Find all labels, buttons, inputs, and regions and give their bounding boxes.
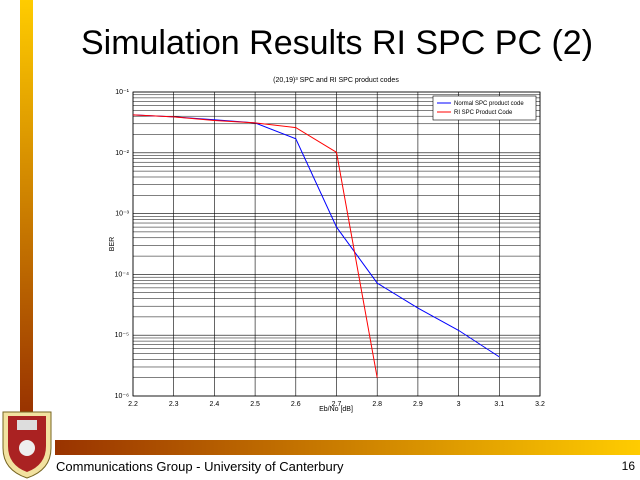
y-tick-label: 10⁻¹ — [115, 89, 129, 96]
legend-label: Normal SPC product code — [454, 101, 524, 107]
slide-title: Simulation Results RI SPC PC (2) — [81, 24, 593, 62]
x-tick-label: 3.2 — [535, 401, 545, 408]
x-tick-label: 2.8 — [372, 401, 382, 408]
y-axis-label: BER — [109, 237, 116, 251]
series-line — [132, 114, 378, 378]
left-bar — [20, 0, 33, 412]
x-tick-label: 3 — [457, 401, 461, 408]
x-tick-label: 2.6 — [291, 401, 301, 408]
footer: Communications Group - University of Can… — [56, 459, 344, 474]
legend-label: RI SPC Product Code — [454, 110, 513, 116]
legend-box — [432, 95, 537, 121]
chart-title: (20,19)³ SPC and RI SPC product codes — [273, 77, 399, 84]
x-tick-label: 3.1 — [494, 401, 504, 408]
x-tick-label: 2.3 — [169, 401, 179, 408]
x-axis-label: Eb/No [dB] — [319, 406, 353, 413]
x-tick-label: 2.2 — [128, 401, 138, 408]
y-tick-label: 10⁻² — [115, 150, 129, 157]
y-tick-label: 10⁻⁵ — [115, 332, 129, 339]
x-tick-label: 2.5 — [250, 401, 260, 408]
y-tick-label: 10⁻⁴ — [115, 271, 130, 278]
x-tick-label: 2.4 — [210, 401, 220, 408]
page-number: 16 — [622, 459, 636, 473]
y-tick-label: 10⁻³ — [115, 211, 129, 218]
bottom-bar — [55, 440, 640, 455]
x-tick-label: 2.7 — [332, 401, 342, 408]
y-tick-label: 10⁻⁶ — [115, 393, 129, 400]
x-tick-label: 2.9 — [413, 401, 423, 408]
crest — [2, 411, 52, 479]
